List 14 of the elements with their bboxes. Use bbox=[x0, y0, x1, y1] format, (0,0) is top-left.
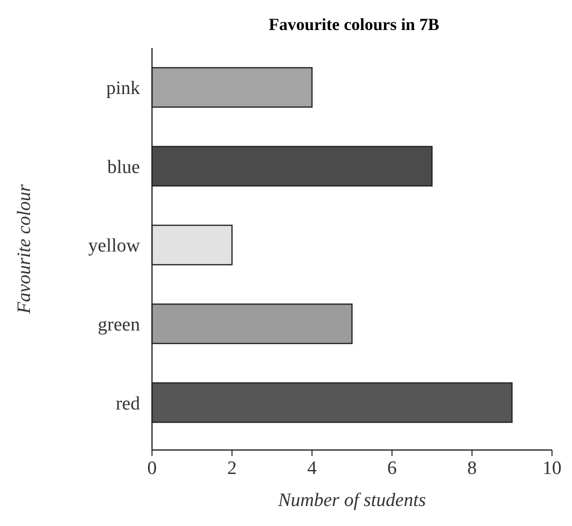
x-tick-label: 4 bbox=[307, 458, 318, 479]
x-axis-title: Number of students bbox=[277, 490, 426, 511]
y-tick-label: blue bbox=[107, 156, 140, 178]
x-tick-label: 0 bbox=[147, 458, 157, 479]
y-axis-title: Favourite colour bbox=[14, 184, 35, 315]
x-tick-label: 10 bbox=[542, 458, 562, 479]
y-tick-label: yellow bbox=[88, 236, 140, 257]
x-tick-label: 2 bbox=[227, 458, 237, 479]
y-tick-label: pink bbox=[106, 78, 140, 100]
chart-title: Favourite colours in 7B bbox=[268, 15, 440, 34]
x-tick-label: 8 bbox=[467, 458, 477, 479]
x-tick-label: 6 bbox=[387, 458, 397, 479]
y-tick-label: red bbox=[116, 393, 140, 414]
y-tick-label: green bbox=[98, 314, 140, 336]
